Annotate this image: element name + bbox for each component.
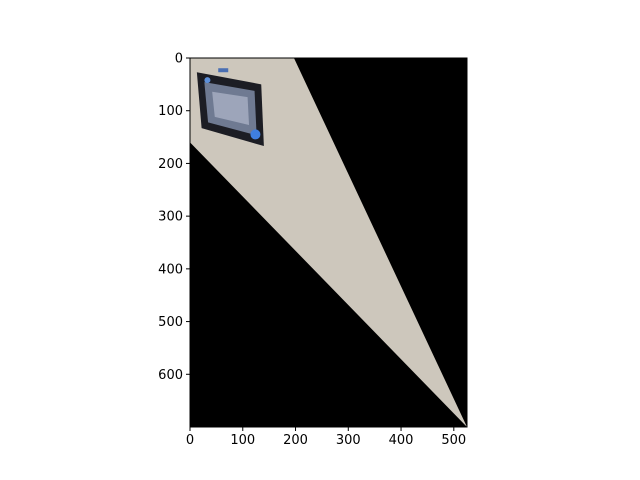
y-tick-label: 400: [158, 262, 183, 277]
y-tick-label: 500: [158, 315, 183, 330]
x-tick-label: 300: [336, 433, 361, 448]
y-tick-label: 300: [158, 210, 183, 225]
frame-flower-accent: [250, 129, 261, 140]
x-axis: 0 100 200 300 400 500: [186, 427, 466, 448]
y-axis: 0 100 200 300 400 500 600: [158, 52, 190, 383]
y-tick-label: 200: [158, 157, 183, 172]
x-tick-label: 400: [389, 433, 414, 448]
plot-area: [190, 58, 467, 427]
x-tick-label: 0: [186, 433, 194, 448]
y-tick-label: 0: [175, 52, 183, 67]
x-tick-label: 100: [230, 433, 255, 448]
hanging-clip: [218, 68, 229, 73]
x-tick-label: 500: [441, 433, 466, 448]
y-tick-label: 100: [158, 104, 183, 119]
frame-photo-highlight: [212, 91, 250, 125]
picture-frame-icon: [196, 68, 264, 147]
wall-region: [190, 58, 467, 427]
frame-accent-dot: [204, 77, 211, 84]
x-tick-label: 200: [283, 433, 308, 448]
axes-frame: [189, 57, 468, 428]
y-tick-label: 600: [158, 368, 183, 383]
